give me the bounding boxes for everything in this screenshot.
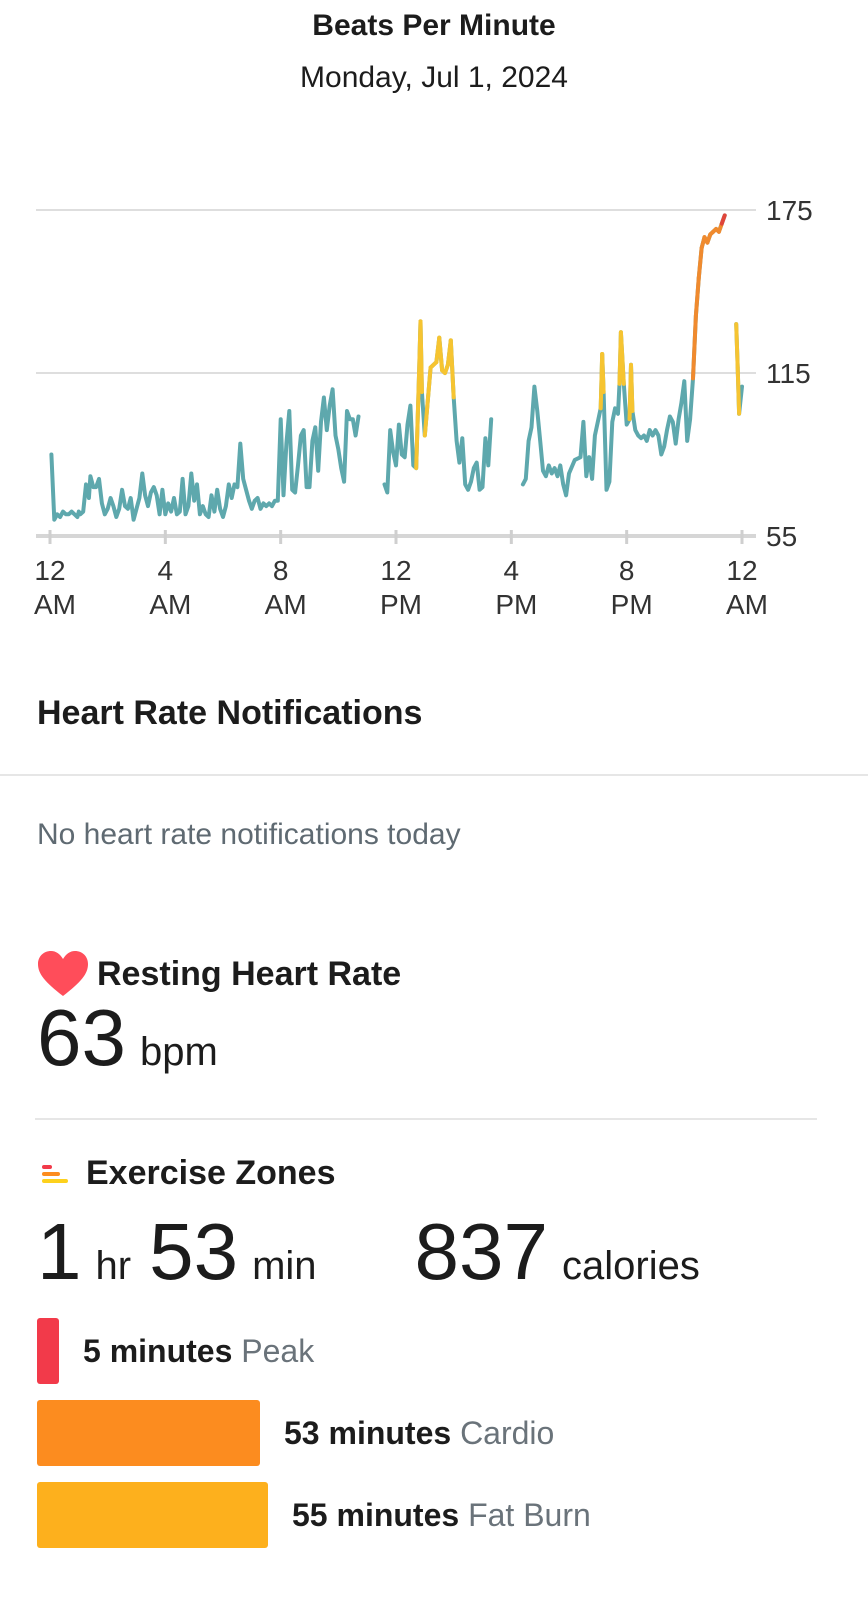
y-tick-label: 175 xyxy=(766,195,813,226)
heart-rate-zone-segment xyxy=(690,313,698,381)
zone-cardio-name: Cardio xyxy=(460,1414,555,1451)
chart-header: Beats Per Minute Monday, Jul 1, 2024 xyxy=(0,6,868,98)
heart-rate-zone-segment xyxy=(735,365,742,416)
exercise-zones-title: Exercise Zones xyxy=(86,1154,336,1192)
heart-rate-zone-segment xyxy=(448,338,456,400)
duration-hours-unit: hr xyxy=(95,1244,132,1288)
calories-number: 837 xyxy=(414,1207,548,1296)
resting-heart-rate-title: Resting Heart Rate xyxy=(97,954,402,993)
heart-rate-zone-segment xyxy=(719,213,727,226)
x-tick-label: PM xyxy=(495,589,537,620)
x-tick-label: AM xyxy=(34,589,76,620)
heart-rate-series xyxy=(49,387,361,522)
y-tick-label: 55 xyxy=(766,521,797,552)
zone-fat-burn-minutes: 55 minutes xyxy=(292,1496,460,1533)
x-tick-label: AM xyxy=(149,589,191,620)
zone-peak-minutes: 5 minutes xyxy=(83,1332,233,1369)
x-tick-label: 4 xyxy=(504,555,520,586)
zone-fat-burn-label: 55 minutes Fat Burn xyxy=(292,1497,591,1534)
heart-rate-zone-segment xyxy=(696,246,704,280)
x-tick-label: AM xyxy=(265,589,307,620)
resting-heart-rate-value: 63 bpm xyxy=(37,988,218,1088)
chart-date: Monday, Jul 1, 2024 xyxy=(300,61,568,94)
duration-hours: 1 xyxy=(37,1207,82,1296)
y-tick-label: 115 xyxy=(766,358,811,389)
x-tick-label: 12 xyxy=(34,555,65,586)
x-tick-label: PM xyxy=(611,589,653,620)
x-tick-label: 12 xyxy=(726,555,757,586)
heart-rate-zone-segment xyxy=(600,351,606,395)
resting-bpm-number: 63 xyxy=(37,993,126,1082)
heart-rate-zone-segment xyxy=(437,335,445,373)
zone-peak-bar xyxy=(37,1318,59,1384)
heart-rate-zone-segment xyxy=(693,275,701,318)
x-tick-label: 8 xyxy=(619,555,635,586)
zones-icon xyxy=(42,1163,72,1185)
resting-divider xyxy=(35,1118,817,1120)
zone-fat-burn-name: Fat Burn xyxy=(468,1496,591,1533)
x-tick-label: 8 xyxy=(273,555,289,586)
zone-peak-label: 5 minutes Peak xyxy=(83,1333,314,1370)
heart-rate-zone-segment xyxy=(414,371,422,471)
zone-peak-name: Peak xyxy=(241,1332,315,1369)
calories-unit: calories xyxy=(562,1244,700,1288)
notifications-title: Heart Rate Notifications xyxy=(37,694,423,732)
exercise-totals: 1 hr 53 min 837 calories xyxy=(37,1202,837,1302)
duration-minutes: 53 xyxy=(149,1207,239,1296)
zone-cardio-bar xyxy=(37,1400,260,1466)
x-tick-label: AM xyxy=(726,589,768,620)
zone-peak: 5 minutes Peak xyxy=(37,1318,314,1384)
heart-icon xyxy=(38,951,88,996)
zone-cardio: 53 minutes Cardio xyxy=(37,1400,554,1466)
x-tick-label: 12 xyxy=(380,555,411,586)
notifications-divider xyxy=(0,774,868,776)
heart-rate-zone-segment xyxy=(422,365,433,438)
exercise-calories: 837 calories xyxy=(415,1202,700,1302)
notifications-empty-text: No heart rate notifications today xyxy=(37,818,461,851)
zone-fat-burn-bar xyxy=(37,1482,268,1548)
x-tick-label: PM xyxy=(380,589,422,620)
zone-fat-burn: 55 minutes Fat Burn xyxy=(37,1482,591,1548)
zone-cardio-minutes: 53 minutes xyxy=(284,1414,452,1451)
heart-rate-zone-segment xyxy=(628,362,635,414)
heart-rate-series xyxy=(520,213,727,498)
resting-heart-rate-header: Resting Heart Rate xyxy=(37,950,401,998)
exercise-duration: 1 hr 53 min xyxy=(37,1202,317,1302)
x-tick-label: 4 xyxy=(158,555,174,586)
duration-minutes-unit: min xyxy=(252,1244,317,1288)
zone-cardio-label: 53 minutes Cardio xyxy=(284,1415,554,1452)
heart-rate-zone-segment xyxy=(618,330,626,386)
chart-title: Beats Per Minute xyxy=(312,9,556,42)
exercise-zones-header: Exercise Zones xyxy=(42,1154,335,1193)
heart-rate-zone-segment xyxy=(418,319,424,395)
resting-bpm-unit: bpm xyxy=(139,1030,218,1074)
heart-rate-zone-segment xyxy=(734,322,740,370)
